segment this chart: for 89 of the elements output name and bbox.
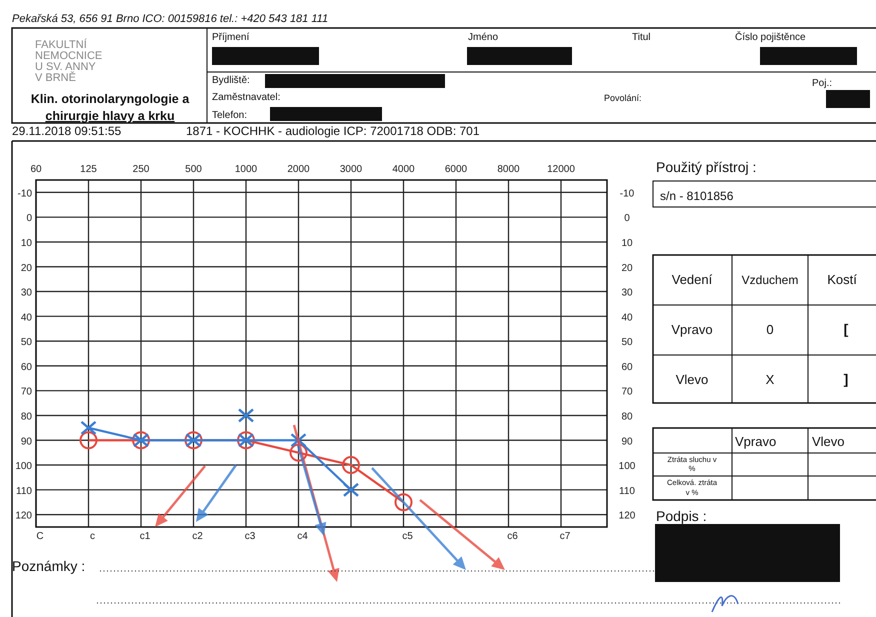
y-tick-label: 40 bbox=[20, 312, 32, 324]
y-tick-label: 60 bbox=[20, 362, 32, 373]
y2-tick-label: 60 bbox=[621, 362, 633, 373]
text: Telefon: bbox=[212, 110, 248, 121]
y-tick-label: 50 bbox=[20, 337, 32, 348]
point bbox=[80, 431, 98, 450]
y2-tick-label: 120 bbox=[618, 510, 636, 522]
text: FAKULTNÍ bbox=[35, 38, 88, 51]
y2-tick-label: 50 bbox=[621, 337, 633, 348]
text: Podpis : bbox=[656, 508, 707, 524]
y-tick-label: 120 bbox=[15, 510, 32, 522]
x-tick-label: 60 bbox=[30, 164, 42, 175]
y-tick-label: 90 bbox=[20, 436, 32, 448]
text: 29.11.2018 09:51:55 bbox=[12, 124, 122, 138]
y-tick-label: 20 bbox=[20, 262, 32, 274]
y2-tick-label: 10 bbox=[621, 238, 633, 249]
point bbox=[342, 456, 360, 474]
text: 0 bbox=[766, 322, 774, 337]
text: Vpravo bbox=[671, 322, 713, 337]
text: Použitý přístroj : bbox=[656, 159, 756, 175]
text: c4 bbox=[297, 531, 308, 542]
text: Titul bbox=[632, 32, 651, 43]
point bbox=[80, 420, 97, 436]
text: X bbox=[766, 372, 775, 387]
text: c1 bbox=[140, 531, 151, 542]
point bbox=[238, 408, 254, 423]
x-tick-label: 250 bbox=[132, 164, 150, 175]
y2-tick-label: 100 bbox=[618, 461, 636, 472]
point bbox=[394, 493, 412, 512]
text: U SV. ANNY bbox=[35, 61, 96, 73]
y-tick-label: 30 bbox=[20, 288, 32, 299]
text: c6 bbox=[507, 531, 518, 542]
point bbox=[290, 444, 308, 462]
y2-tick-label: 70 bbox=[621, 386, 633, 398]
text: Vlevo bbox=[812, 434, 845, 449]
y2-tick-label: 0 bbox=[624, 213, 630, 224]
y-tick-label: 10 bbox=[20, 238, 32, 249]
x-tick-label: 3000 bbox=[340, 164, 363, 175]
text: Klin. otorinolaryngologie a bbox=[30, 92, 190, 106]
x-tick-label: 125 bbox=[80, 164, 98, 175]
text: c2 bbox=[192, 531, 204, 542]
text: Vzduchem bbox=[742, 273, 798, 287]
text: Vedení bbox=[672, 272, 713, 287]
y2-tick-label: 40 bbox=[621, 312, 633, 324]
text: Příjmení bbox=[212, 32, 250, 43]
y2-tick-label: 80 bbox=[621, 411, 633, 422]
y2-tick-label: 90 bbox=[621, 436, 633, 448]
x-tick-label: 8000 bbox=[497, 164, 520, 175]
x-tick-label: 6000 bbox=[444, 164, 468, 175]
text: chirurgie hlavy a krku bbox=[45, 109, 175, 123]
x-tick-label: 4000 bbox=[392, 164, 416, 175]
text: Kostí bbox=[827, 272, 858, 287]
text: s/n - 8101856 bbox=[660, 189, 734, 203]
text: Pekařská 53, 656 91 Brno ICO: 00159816 tel.: +420 543 181 111 bbox=[12, 13, 328, 25]
text: NEMOCNICE bbox=[35, 50, 102, 62]
text: Zaměstnavatel: bbox=[212, 92, 280, 103]
y-tick-label: 70 bbox=[20, 386, 32, 398]
y-tick-label: 0 bbox=[26, 213, 32, 224]
text: 1871 - KOCHHK - audiologie ICP: 72001718 ODB: 701 bbox=[186, 124, 480, 138]
text: Poj.: bbox=[812, 78, 832, 89]
x-tick-label: 1000 bbox=[234, 164, 258, 175]
point bbox=[342, 482, 360, 498]
text: Vpravo bbox=[735, 434, 776, 449]
text: ] bbox=[844, 371, 848, 387]
y-tick-label: -10 bbox=[18, 188, 32, 200]
text: Vlevo bbox=[676, 372, 708, 387]
y-tick-label: 110 bbox=[16, 486, 32, 497]
text: Poznámky : bbox=[12, 558, 86, 574]
y-tick-label: 80 bbox=[20, 411, 32, 422]
x-tick-label: 12000 bbox=[547, 164, 576, 175]
text: Povolání: bbox=[604, 93, 642, 103]
point bbox=[290, 433, 307, 448]
y-tick-label: 100 bbox=[15, 461, 32, 472]
text: Číslo pojištěnce bbox=[735, 31, 806, 43]
y2-tick-label: 20 bbox=[621, 262, 633, 274]
text: Bydliště: bbox=[212, 75, 250, 86]
text: Jméno bbox=[468, 32, 498, 43]
text: C bbox=[36, 531, 44, 542]
text: c7 bbox=[560, 531, 571, 542]
x-tick-label: 2000 bbox=[287, 164, 310, 175]
text: c3 bbox=[244, 531, 256, 542]
y2-tick-label: -10 bbox=[620, 188, 635, 200]
text: c5 bbox=[402, 531, 414, 542]
text: [ bbox=[844, 321, 849, 337]
y2-tick-label: 30 bbox=[621, 288, 633, 299]
x-tick-label: 500 bbox=[185, 164, 202, 175]
y2-tick-label: 110 bbox=[619, 486, 636, 497]
text: V BRNĚ bbox=[35, 71, 76, 84]
text: c bbox=[90, 531, 95, 542]
